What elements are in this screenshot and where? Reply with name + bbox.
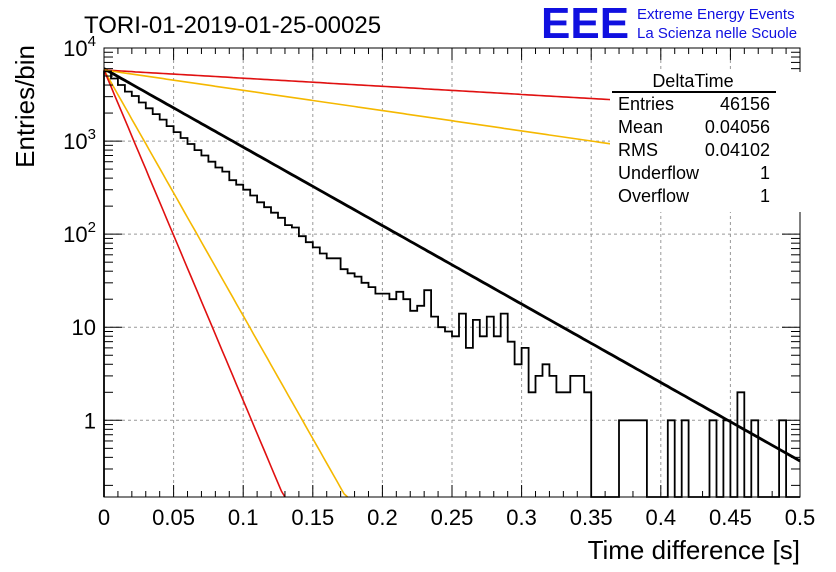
x-tick-label: 0.4 bbox=[646, 505, 677, 530]
y-tick-label: 104 bbox=[63, 33, 96, 61]
stats-row-value: 1 bbox=[760, 163, 770, 183]
stats-row-value: 46156 bbox=[720, 94, 770, 114]
x-tick-labels: 0 0.05 0.1 0.15 0.2 0.25 0.3 0.35 0.4 0.45 0.5 bbox=[98, 505, 815, 530]
y-axis-title: Entries/bin bbox=[10, 45, 40, 168]
x-tick-label: 0.15 bbox=[291, 505, 334, 530]
logo-acronym: EEE bbox=[541, 0, 629, 48]
stats-row-value: 1 bbox=[760, 186, 770, 206]
axis-ticks bbox=[103, 47, 801, 497]
stats-row-label: Entries bbox=[618, 94, 674, 114]
x-tick-label: 0.45 bbox=[709, 505, 752, 530]
logo-line-2: La Scienza nelle Scuole bbox=[637, 25, 797, 42]
stats-row-label: Overflow bbox=[618, 186, 690, 206]
stats-row-label: Mean bbox=[618, 117, 663, 137]
stats-row-value: 0.04056 bbox=[705, 117, 770, 137]
fit-curve bbox=[103, 67, 801, 463]
stats-box: DeltaTime Entries 46156 Mean 0.04056 RMS 0.04… bbox=[610, 71, 806, 212]
stats-title: DeltaTime bbox=[652, 71, 733, 91]
x-tick-label: 0.35 bbox=[570, 505, 613, 530]
y-tick-label: 10 bbox=[72, 315, 96, 340]
y-tick-label: 102 bbox=[63, 219, 96, 247]
fit-curve bbox=[103, 69, 286, 498]
logo-line-1: Extreme Energy Events bbox=[637, 6, 795, 23]
fit-curve bbox=[103, 69, 349, 498]
x-tick-label: 0.3 bbox=[506, 505, 537, 530]
x-tick-label: 0 bbox=[98, 505, 110, 530]
stats-row-value: 0.04102 bbox=[705, 140, 770, 160]
y-tick-label: 103 bbox=[63, 126, 96, 154]
x-tick-label: 0.1 bbox=[228, 505, 259, 530]
y-tick-labels: 1 10 102 103 104 bbox=[63, 33, 96, 433]
grid-lines bbox=[104, 48, 800, 497]
stats-box-background bbox=[610, 72, 806, 212]
stats-row-label: RMS bbox=[618, 140, 658, 160]
y-tick-label: 1 bbox=[84, 408, 96, 433]
eee-logo: EEE Extreme Energy Events La Scienza nel… bbox=[541, 0, 797, 48]
x-tick-label: 0.2 bbox=[367, 505, 398, 530]
x-axis-title: Time difference [s] bbox=[588, 535, 800, 565]
stats-row-label: Underflow bbox=[618, 163, 700, 183]
stats-rows: Entries 46156 Mean 0.04056 RMS 0.04102Underfl… bbox=[618, 94, 770, 206]
x-tick-label: 0.05 bbox=[152, 505, 195, 530]
x-tick-label: 0.25 bbox=[431, 505, 474, 530]
x-tick-label: 0.5 bbox=[785, 505, 816, 530]
chart-title: TORI-01-2019-01-25-00025 bbox=[84, 12, 381, 39]
histogram-outline bbox=[103, 70, 800, 498]
